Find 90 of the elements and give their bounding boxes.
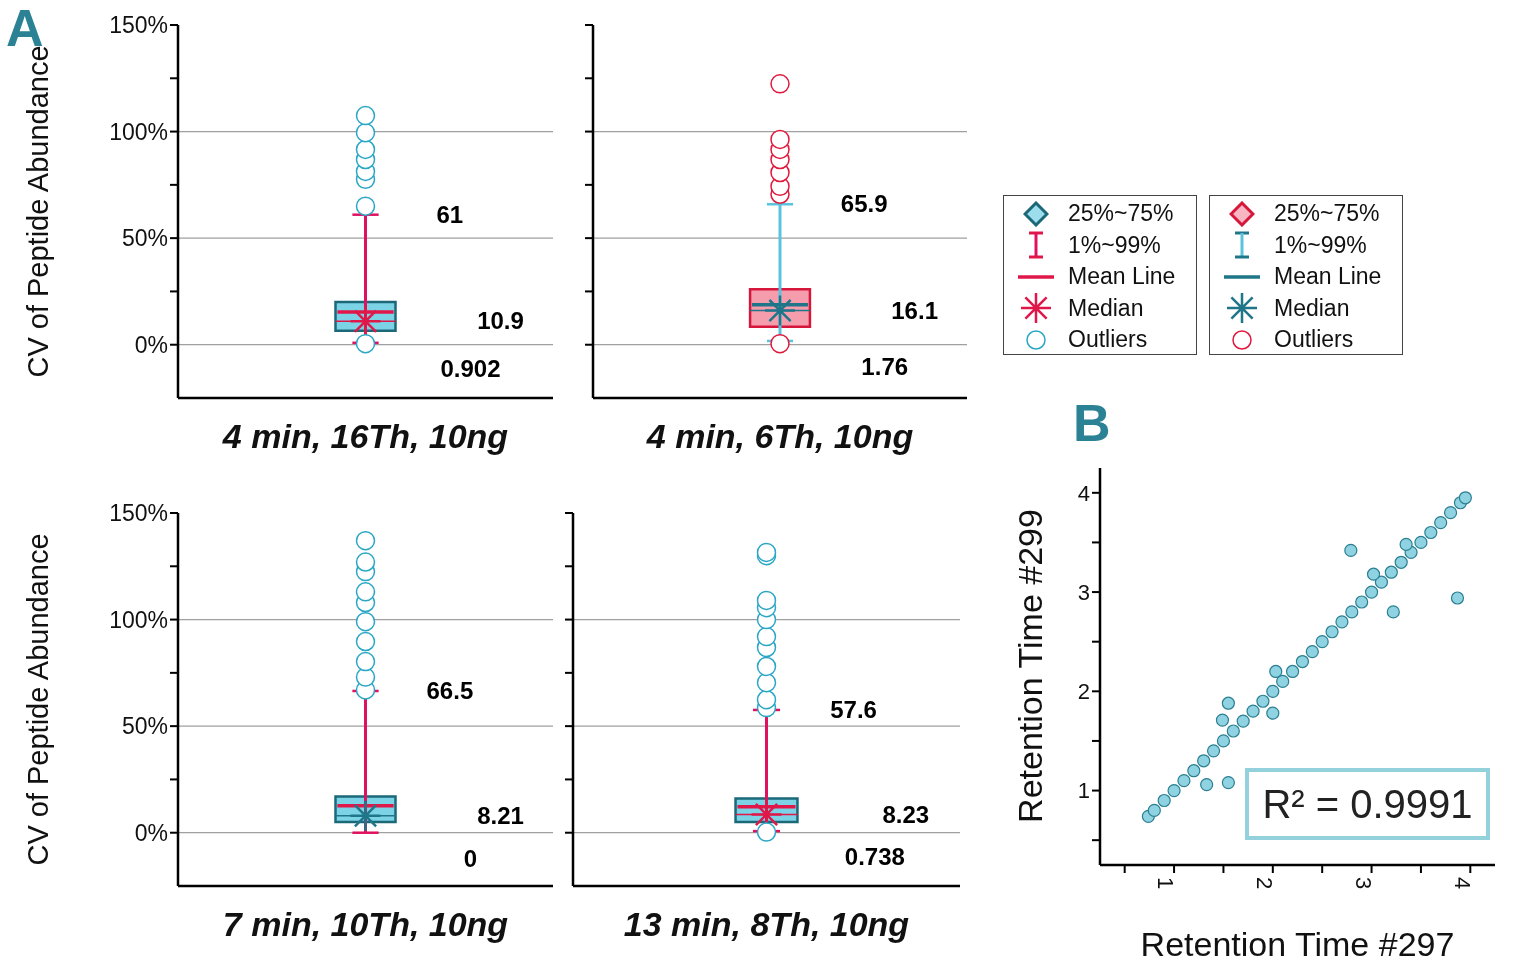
point	[1206, 744, 1221, 758]
y-tick-label: 150%	[109, 500, 168, 527]
x-tick-label: 13 min, 8Th, 10ng	[623, 905, 910, 944]
annotation: 0.738	[844, 843, 905, 871]
annotation: 0.902	[440, 354, 501, 382]
annotation: 8.21	[477, 801, 524, 829]
point	[1295, 654, 1310, 669]
point	[1177, 774, 1191, 788]
y-tick-label: 4	[1077, 480, 1090, 506]
point	[1266, 684, 1280, 698]
point	[1443, 506, 1458, 520]
y-axis-title: CV of Peptide Abundance	[22, 533, 55, 866]
point	[1335, 615, 1349, 629]
y-tick-label: 0%	[134, 819, 168, 846]
text: Median	[1068, 294, 1144, 322]
point	[1246, 704, 1260, 718]
point	[1256, 694, 1270, 708]
annotation: R² = 0.9991	[1245, 768, 1490, 840]
point	[1364, 585, 1379, 599]
annotation: 16.1	[891, 296, 938, 324]
y-tick-label: 100%	[109, 118, 168, 145]
point	[1276, 674, 1290, 688]
annotation: 0	[463, 844, 478, 872]
x-tick-label: 4 min, 6Th, 10ng	[645, 417, 914, 456]
x-tick-label: 7 min, 10Th, 10ng	[222, 905, 509, 944]
y-axis-title: CV of Peptide Abundance	[22, 45, 55, 378]
y-tick-label: 1	[1077, 778, 1090, 804]
point	[1216, 734, 1231, 748]
point	[1221, 776, 1235, 790]
y-axis-title: Retention Time #299	[1010, 509, 1050, 823]
point	[1200, 778, 1214, 792]
y-tick-label: 150%	[109, 12, 168, 39]
y-tick-label: 50%	[121, 713, 168, 740]
point	[1236, 714, 1250, 728]
y-tick-label: 100%	[109, 606, 168, 633]
text: Median	[1274, 294, 1350, 322]
text: 1%~99%	[1068, 231, 1161, 259]
text: 25%~75%	[1068, 200, 1174, 228]
text: Mean Line	[1274, 263, 1382, 291]
text: 25%~75%	[1274, 200, 1380, 228]
point	[1355, 595, 1369, 609]
point	[1187, 764, 1201, 778]
x-tick-label: 3	[1350, 876, 1376, 890]
point	[1345, 605, 1359, 619]
text: Outliers	[1274, 326, 1354, 354]
point	[1197, 754, 1211, 768]
text: Mean Line	[1068, 263, 1176, 291]
annotation: 1.76	[861, 352, 909, 380]
annotation: 10.9	[477, 307, 524, 335]
chart-title: B	[1073, 393, 1111, 453]
point	[1226, 724, 1240, 738]
x-tick-label: 4 min, 16Th, 10ng	[221, 417, 509, 456]
text: Outliers	[1068, 326, 1148, 354]
point	[1424, 525, 1438, 540]
x-tick-label: 1	[1153, 876, 1179, 890]
annotation: 65.9	[840, 190, 888, 218]
point	[1374, 575, 1389, 589]
x-tick-label: 4	[1449, 876, 1475, 890]
x-tick-label: 2	[1252, 876, 1278, 890]
point	[1399, 537, 1413, 552]
point	[1215, 713, 1230, 727]
point	[1157, 793, 1171, 808]
point	[1221, 696, 1235, 710]
point	[1269, 664, 1283, 679]
point	[1266, 706, 1280, 720]
annotation: 66.5	[426, 676, 474, 704]
point	[1434, 515, 1448, 530]
point	[1285, 664, 1300, 679]
point	[1147, 803, 1161, 818]
point	[1414, 535, 1428, 550]
y-tick-label: 3	[1077, 579, 1090, 605]
point	[1366, 567, 1381, 581]
text: 1%~99%	[1274, 231, 1367, 259]
x-axis-title: Retention Time #297	[1139, 925, 1456, 964]
point	[1384, 565, 1398, 579]
y-tick-label: 50%	[121, 225, 168, 252]
y-tick-label: 0%	[134, 331, 168, 358]
point	[1450, 591, 1465, 605]
y-tick-label: 2	[1077, 679, 1090, 705]
point	[1167, 783, 1181, 798]
point	[1386, 605, 1400, 619]
point	[1305, 645, 1319, 659]
point	[1458, 491, 1472, 505]
point	[1325, 625, 1339, 639]
point	[1394, 555, 1408, 569]
annotation: 61	[436, 200, 464, 228]
point	[1315, 635, 1329, 649]
annotation: 8.23	[882, 800, 930, 828]
annotation: 57.6	[830, 695, 877, 723]
point	[1344, 543, 1358, 557]
